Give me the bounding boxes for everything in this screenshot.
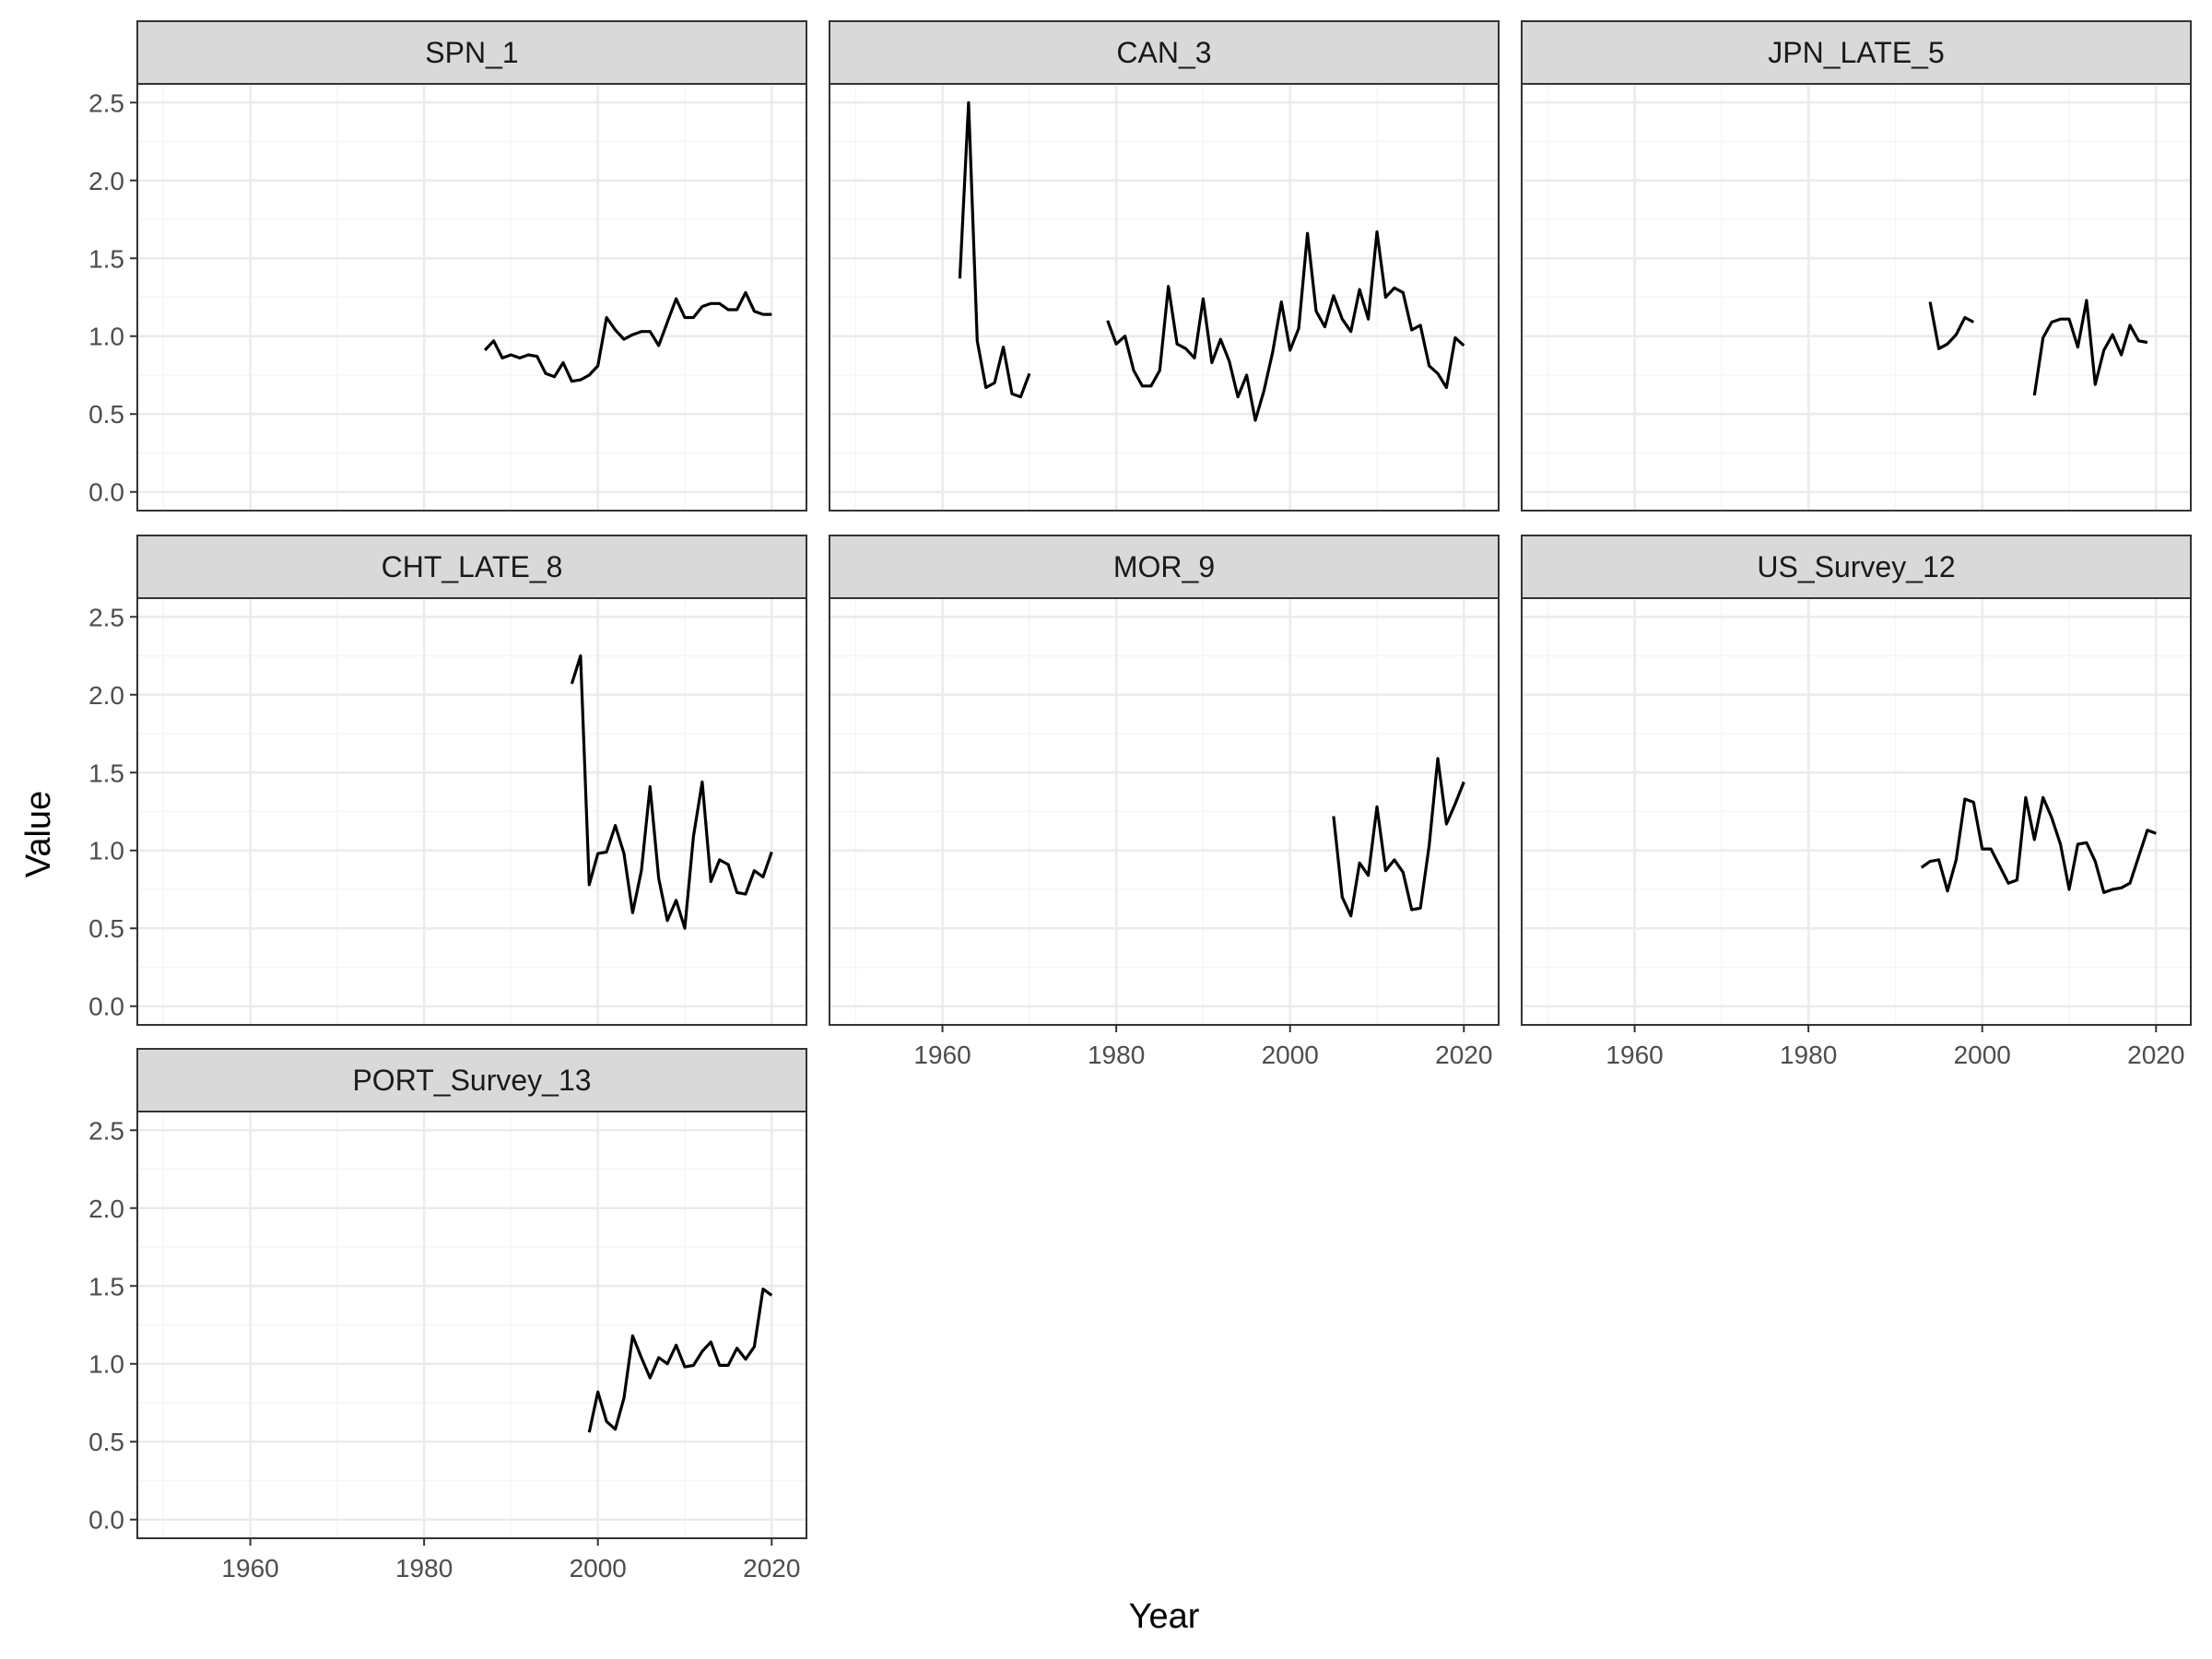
- series-line: [958, 100, 1031, 399]
- x-tick-label: 2000: [1954, 1041, 2011, 1069]
- x-tick-label: 1960: [221, 1554, 278, 1583]
- series-line: [1106, 229, 1465, 422]
- series-line: [1920, 795, 2157, 894]
- y-tick-label: 0.0: [88, 993, 124, 1021]
- y-tick-label: 0.0: [88, 1506, 124, 1535]
- series-line: [587, 1288, 773, 1433]
- facet-strip: [829, 20, 1500, 85]
- y-tick-label: 1.0: [88, 1350, 124, 1379]
- facet-panel: CAN_3: [829, 20, 1500, 512]
- facet-label: SPN_1: [425, 36, 518, 69]
- facet-label: CHT_LATE_8: [382, 550, 563, 583]
- x-tick-label: 2000: [570, 1554, 627, 1583]
- facet-label: MOR_9: [1113, 550, 1215, 583]
- facet-panel: PORT_Survey_13 0.0 0.5 1.0 1.5 2.0 2.5 1960 1980…: [88, 1048, 807, 1583]
- facet-panel: CHT_LATE_8 0.0 0.5 1.0 1.5 2.0 2.5: [88, 535, 807, 1026]
- y-tick-label: 2.0: [88, 681, 124, 710]
- series-line: [2032, 299, 2148, 396]
- x-tick-label: 1980: [1780, 1041, 1837, 1069]
- series-line: [1928, 301, 1975, 350]
- series-line: [1332, 757, 1465, 918]
- facet-strip: [136, 1048, 807, 1112]
- y-tick-label: 2.5: [88, 88, 124, 117]
- y-tick-label: 1.5: [88, 759, 124, 787]
- x-tick-label: 1960: [913, 1041, 971, 1069]
- y-tick-label: 2.5: [88, 603, 124, 631]
- x-axis-title: Year: [1129, 1597, 1200, 1636]
- facet-panel: SPN_1 0.0 0.5 1.0 1.5 2.0 2.5: [88, 20, 807, 512]
- series-line: [570, 653, 773, 930]
- facet-strip: [1521, 20, 2192, 85]
- x-tick-label: 1980: [1088, 1041, 1145, 1069]
- x-tick-label: 2020: [1435, 1041, 1492, 1069]
- facet-panel: US_Survey_12 1960 1980 2000 2020: [1521, 535, 2192, 1069]
- y-tick-label: 1.0: [88, 837, 124, 865]
- y-tick-label: 1.5: [88, 1272, 124, 1300]
- y-tick-label: 0.0: [88, 478, 124, 507]
- facet-panel: MOR_9 1960 1980 2000 2020: [829, 535, 1500, 1069]
- y-tick-label: 1.5: [88, 244, 124, 273]
- y-tick-label: 1.0: [88, 323, 124, 351]
- y-tick-label: 0.5: [88, 1428, 124, 1456]
- x-tick-label: 1960: [1606, 1041, 1663, 1069]
- facet-label: JPN_LATE_5: [1768, 36, 1945, 69]
- y-tick-label: 0.5: [88, 400, 124, 429]
- facet-panel: JPN_LATE_5: [1521, 20, 2192, 512]
- y-tick-label: 2.0: [88, 167, 124, 195]
- x-tick-label: 1980: [395, 1554, 453, 1583]
- facet-strip: [1521, 535, 2192, 599]
- y-tick-label: 2.5: [88, 1116, 124, 1145]
- facet-strip: [136, 535, 807, 599]
- facet-label: CAN_3: [1116, 36, 1211, 69]
- x-tick-label: 2020: [2127, 1041, 2184, 1069]
- series-line: [483, 290, 772, 383]
- y-tick-label: 0.5: [88, 914, 124, 943]
- facet-strip: [829, 535, 1500, 599]
- x-tick-label: 2000: [1262, 1041, 1319, 1069]
- y-tick-label: 2.0: [88, 1194, 124, 1223]
- facet-strip: [136, 20, 807, 85]
- facet-label: PORT_Survey_13: [352, 1064, 591, 1097]
- facet-label: US_Survey_12: [1757, 550, 1955, 583]
- x-tick-label: 2020: [743, 1554, 800, 1583]
- y-axis-title: Value: [19, 791, 58, 877]
